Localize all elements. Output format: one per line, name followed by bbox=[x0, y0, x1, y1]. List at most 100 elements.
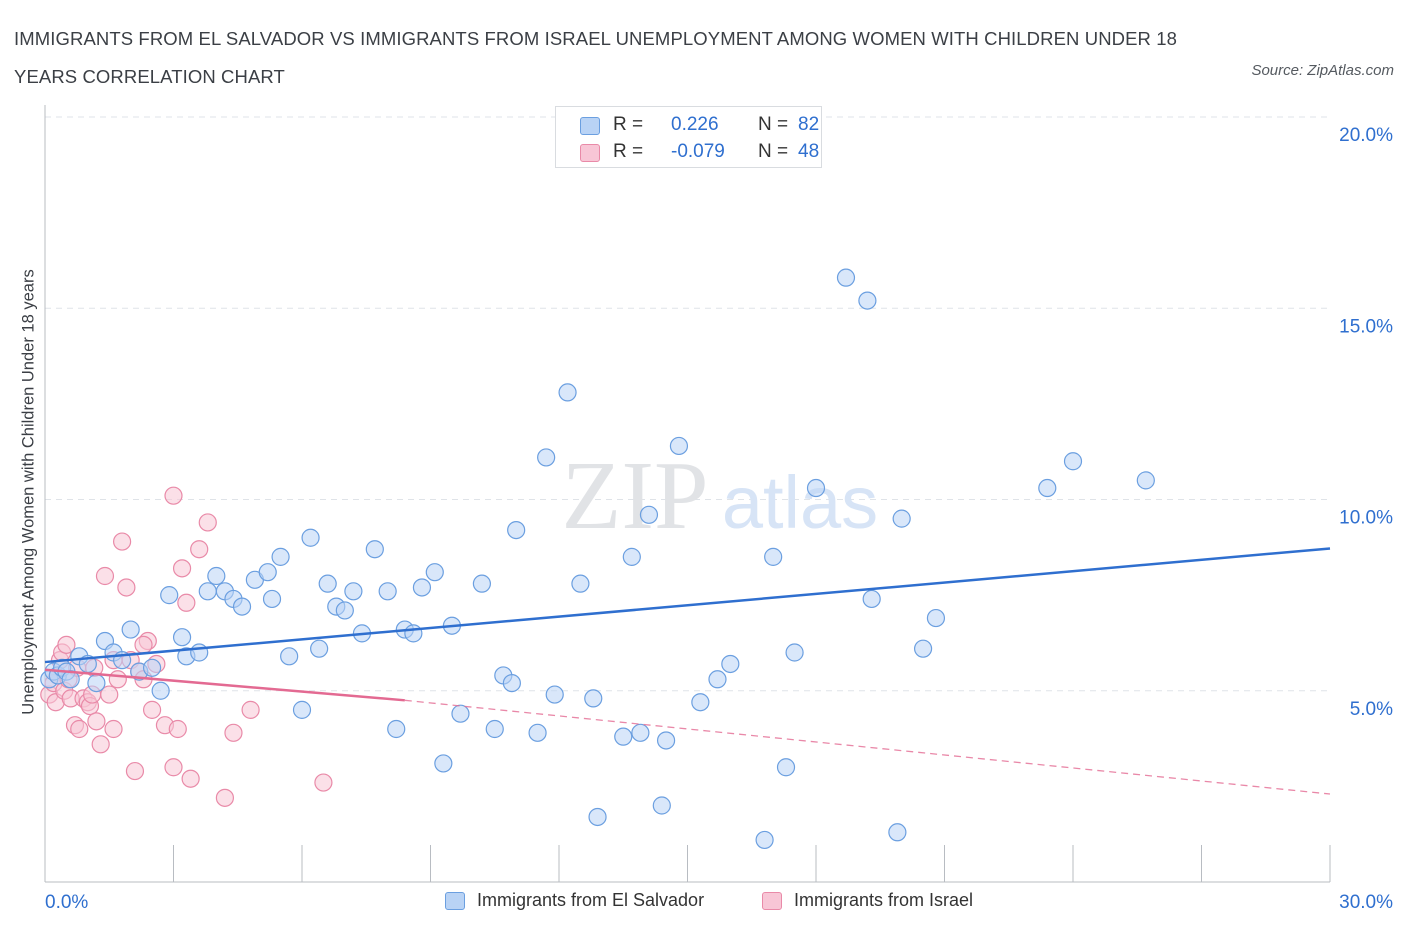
legend-label: Immigrants from Israel bbox=[794, 890, 974, 910]
israel-point bbox=[198, 513, 217, 532]
el-salvador-point bbox=[1136, 471, 1155, 490]
legend-label: Immigrants from El Salvador bbox=[477, 890, 705, 910]
el-salvador-point bbox=[365, 540, 384, 559]
y-tick-label: 5.0% bbox=[1350, 699, 1393, 720]
israel-point bbox=[91, 735, 110, 754]
el-salvador-point bbox=[502, 673, 521, 693]
el-salvador-point bbox=[207, 566, 226, 586]
el-salvador-point bbox=[691, 693, 710, 712]
el-salvador-point bbox=[335, 601, 354, 620]
el-salvador-point bbox=[301, 528, 320, 547]
legend-n-label: N = bbox=[758, 141, 789, 162]
israel-point bbox=[100, 685, 119, 704]
el-salvador-point bbox=[434, 754, 453, 773]
el-salvador-point bbox=[631, 723, 650, 742]
el-salvador-point bbox=[121, 620, 140, 639]
israel-point bbox=[134, 635, 153, 654]
israel-point bbox=[87, 712, 106, 731]
watermark-zip: ZIP bbox=[562, 442, 709, 550]
el-salvador-point bbox=[172, 628, 192, 647]
el-salvador-point bbox=[1063, 452, 1083, 471]
el-salvador-point bbox=[425, 563, 444, 582]
chart-title: IMMIGRANTS FROM EL SALVADOR VS IMMIGRANT… bbox=[14, 28, 1178, 87]
israel-point bbox=[125, 761, 145, 781]
israel-trend-extension bbox=[404, 699, 1331, 795]
el-salvador-point bbox=[862, 589, 881, 609]
el-salvador-point bbox=[507, 520, 526, 540]
el-salvador-point bbox=[404, 624, 423, 643]
israel-point bbox=[314, 773, 333, 792]
el-salvador-point bbox=[412, 578, 432, 597]
israel-point bbox=[104, 719, 123, 739]
israel-point bbox=[181, 769, 200, 788]
tick-labels: 5.0% 10.0% 15.0% 20.0% 0.0% 30.0% bbox=[45, 125, 1393, 913]
israel-point bbox=[117, 578, 136, 597]
legend-swatch-pink bbox=[762, 892, 782, 910]
israel-point bbox=[177, 593, 196, 612]
el-salvador-point bbox=[806, 478, 826, 498]
el-salvador-point bbox=[451, 704, 470, 723]
el-salvador-point bbox=[280, 647, 299, 666]
israel-point bbox=[168, 719, 187, 739]
legend-r-value: 0.226 bbox=[671, 114, 719, 135]
el-salvador-point bbox=[545, 685, 564, 704]
el-salvador-point bbox=[344, 582, 363, 601]
el-salvador-point bbox=[614, 727, 633, 746]
el-salvador-point bbox=[584, 689, 603, 708]
el-salvador-point bbox=[776, 758, 796, 777]
el-salvador-point bbox=[198, 582, 217, 601]
el-salvador-point bbox=[858, 291, 877, 310]
el-salvador-point bbox=[262, 589, 282, 609]
el-salvador-point bbox=[258, 563, 277, 582]
legend-n-value: 48 bbox=[798, 141, 820, 162]
el-salvador-point bbox=[232, 597, 252, 616]
israel-point bbox=[241, 700, 260, 719]
legend-r-label: R = bbox=[613, 114, 644, 135]
el-salvador-point bbox=[656, 731, 676, 750]
el-salvador-point bbox=[292, 700, 312, 719]
el-salvador-point bbox=[528, 723, 547, 742]
el-salvador-point bbox=[708, 670, 727, 689]
el-salvador-point bbox=[318, 574, 337, 593]
correlation-legend: R = 0.226 N = 82 R = -0.079 N = 48 bbox=[555, 106, 822, 168]
el-salvador-point bbox=[310, 639, 329, 658]
y-axis-label: Unemployment Among Women with Children U… bbox=[19, 269, 38, 715]
legend-n-label: N = bbox=[758, 114, 789, 135]
israel-point bbox=[142, 700, 162, 719]
el-salvador-point bbox=[836, 268, 856, 287]
el-salvador-point bbox=[472, 574, 491, 593]
el-salvador-point bbox=[142, 658, 162, 677]
el-salvador-point bbox=[622, 547, 641, 566]
el-salvador-point bbox=[588, 807, 607, 827]
el-salvador-point bbox=[271, 547, 290, 566]
y-tick-label: 20.0% bbox=[1339, 125, 1393, 146]
el-salvador-point bbox=[926, 608, 946, 628]
israel-point bbox=[108, 670, 127, 689]
el-salvador-point bbox=[652, 796, 671, 815]
israel-point bbox=[164, 758, 183, 777]
el-salvador-point bbox=[537, 448, 556, 467]
israel-trend-line bbox=[44, 668, 405, 702]
x-tick-label: 30.0% bbox=[1339, 892, 1393, 913]
legend-n-value: 82 bbox=[798, 114, 820, 135]
el-salvador-point bbox=[485, 719, 504, 739]
el-salvador-point bbox=[721, 654, 740, 674]
israel-point bbox=[70, 719, 89, 739]
el-salvador-point bbox=[1038, 478, 1057, 498]
el-salvador-point bbox=[764, 547, 783, 566]
israel-point bbox=[190, 540, 209, 559]
el-salvador-point bbox=[639, 505, 659, 524]
israel-point bbox=[172, 559, 192, 578]
israel-point bbox=[224, 723, 243, 742]
el-salvador-point bbox=[151, 681, 170, 700]
legend-swatch-blue bbox=[580, 117, 600, 135]
el-salvador-point bbox=[785, 643, 804, 662]
legend-r-label: R = bbox=[613, 141, 644, 162]
legend-r-value: -0.079 bbox=[671, 141, 725, 162]
el-salvador-point bbox=[558, 383, 577, 402]
el-salvador-point bbox=[571, 574, 590, 593]
el-salvador-point bbox=[387, 719, 406, 739]
el-salvador-point bbox=[87, 673, 106, 693]
israel-point bbox=[57, 635, 76, 654]
